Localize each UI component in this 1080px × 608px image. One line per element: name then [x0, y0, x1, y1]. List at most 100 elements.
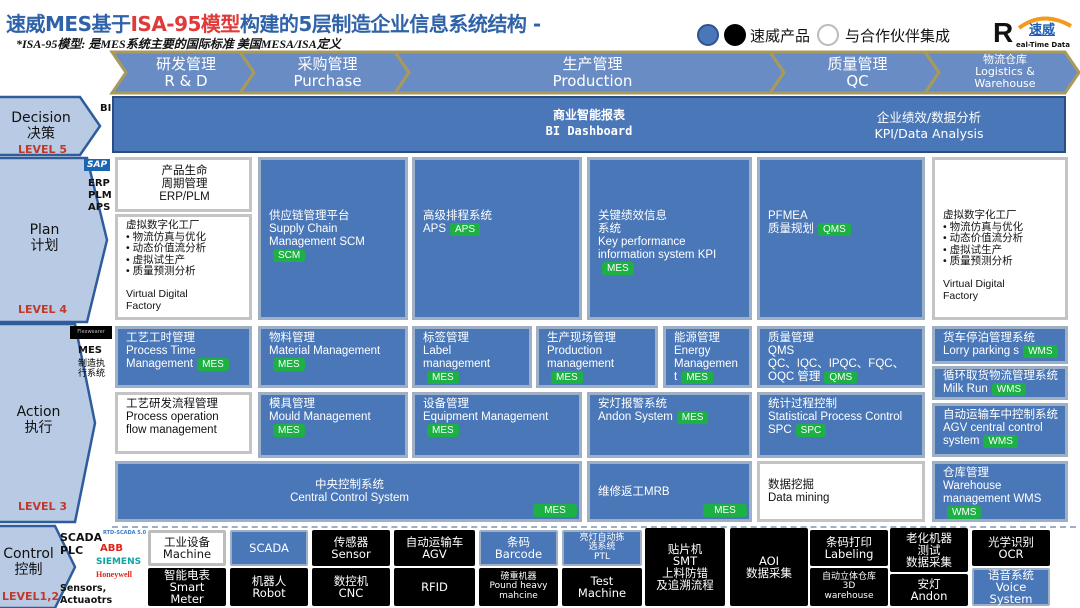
- module-text: 中央控制系统 Central Control System: [290, 479, 409, 504]
- module-card[interactable]: 物料管理 Material ManagementMES: [258, 326, 408, 388]
- control-device[interactable]: 安灯 Andon: [890, 574, 968, 606]
- module-card[interactable]: 自动运输车中控制系统 AGV central control system WMS: [932, 403, 1068, 457]
- module-card[interactable]: PFMEA 质量规划 QMS: [757, 157, 925, 320]
- process-en: R & D: [164, 71, 208, 90]
- module-card[interactable]: 工艺研发流程管理 Process operation flow manageme…: [115, 392, 252, 454]
- module-card[interactable]: 维修返工MRB MES: [587, 461, 752, 522]
- module-card[interactable]: 虚拟数字化工厂 • 物流仿真与优化 • 动态价值流分析 • 虚拟试生产 • 质量…: [932, 157, 1068, 320]
- module-card[interactable]: 数据挖掘 Data mining: [757, 461, 925, 522]
- control-device[interactable]: 传感器 Sensor: [312, 530, 390, 566]
- control-device[interactable]: 亮灯自动拣 选系统 PTL: [562, 530, 642, 566]
- control-device[interactable]: 磅重机器 Pound heavy mahcine: [479, 568, 558, 606]
- control-device[interactable]: 数控机 CNC: [312, 568, 390, 606]
- process-label-logistics[interactable]: 物流仓库 Logistics & Warehouse: [935, 53, 1075, 90]
- logo-arc-icon: [1017, 16, 1072, 30]
- decision-bar[interactable]: 商业智能报表 BI Dashboard 企业绩效/数据分析 KPI/Data A…: [112, 96, 1066, 153]
- module-badge: QMS: [824, 370, 858, 384]
- module-card[interactable]: 高级排程系统 APS APS: [412, 157, 582, 320]
- module-badge: MES: [703, 504, 747, 517]
- logo-letter: R: [993, 17, 1014, 48]
- title-part1: 速威MES基于: [6, 12, 131, 36]
- module-badge: WMS: [983, 434, 1018, 448]
- bi-label: BI: [100, 103, 112, 114]
- process-label-production[interactable]: 生产管理 Production: [405, 56, 780, 89]
- module-text: 标签管理 Label management: [423, 332, 491, 370]
- module-badge: MES: [427, 370, 459, 384]
- control-device[interactable]: 条码 Barcode: [479, 530, 558, 566]
- control-device[interactable]: 自动运输车 AGV: [394, 530, 475, 566]
- process-en: Production: [552, 71, 633, 90]
- legend-black-dot-icon: [724, 24, 746, 46]
- process-label-purchase[interactable]: 采购管理 Purchase: [250, 56, 405, 89]
- level-cn: 计划: [30, 238, 59, 255]
- module-badge: MES: [551, 370, 583, 384]
- process-label-rd[interactable]: 研发管理 R & D: [122, 56, 250, 89]
- module-text: 物料管理 Material Management: [269, 332, 381, 357]
- scada-plc-label: SCADA PLC: [60, 531, 103, 557]
- module-card[interactable]: 货车停泊管理系统 Lorry parking s WMS: [932, 326, 1068, 364]
- module-badge: MES: [427, 423, 459, 437]
- process-cn: 质量管理: [827, 55, 888, 73]
- module-text: 能源管理 Energy Managemen t: [674, 332, 738, 383]
- module-card[interactable]: 质量管理 QMS QC、IQC、IPQC、FQC、 OQC 管理 QMS: [757, 326, 925, 388]
- title-highlight: ISA-95模型: [130, 12, 240, 36]
- module-card[interactable]: 仓库管理 Warehouse management WMSWMS: [932, 461, 1068, 522]
- module-text: 工艺工时管理 Process Time Management: [126, 332, 196, 370]
- level-cn: 执行: [24, 420, 53, 437]
- module-card[interactable]: 生产现场管理 Production managementMES: [536, 326, 658, 388]
- bi-dashboard-en: BI Dashboard: [545, 123, 633, 138]
- module-card[interactable]: 供应链管理平台 Supply Chain Management SCMSCM: [258, 157, 408, 320]
- abb-logo: ABB: [100, 543, 123, 554]
- module-text: 产品生命 周期管理 ERP/PLM: [159, 165, 210, 203]
- level-en: Control: [3, 546, 54, 562]
- module-badge: SCM: [273, 248, 306, 262]
- legend-partner-label: 与合作伙伴集成: [845, 27, 951, 45]
- control-device[interactable]: 自动立体仓库 3D warehouse: [810, 568, 888, 606]
- control-device[interactable]: RFID: [394, 568, 475, 606]
- module-text: 设备管理 Equipment Management: [423, 398, 549, 423]
- level-control: Control 控制: [0, 546, 57, 578]
- module-text: 虚拟数字化工厂 • 物流仿真与优化 • 动态价值流分析 • 虚拟试生产 • 质量…: [126, 219, 207, 312]
- control-device[interactable]: SCADA: [230, 530, 308, 566]
- level-number: LEVEL 3: [18, 500, 68, 513]
- logo-en: eal-Time Data: [1016, 41, 1071, 49]
- control-divider: [112, 526, 1076, 528]
- module-card[interactable]: 虚拟数字化工厂 • 物流仿真与优化 • 动态价值流分析 • 虚拟试生产 • 质量…: [115, 214, 252, 320]
- module-badge: WMS: [1023, 344, 1058, 358]
- subtitle: *ISA-95模型: 是MES系统主要的国际标准 美国MESA/ISA定义: [16, 37, 341, 51]
- control-device[interactable]: 贴片机 SMT 上料防错 及追溯流程: [645, 528, 725, 606]
- control-device[interactable]: Test Machine: [562, 568, 642, 606]
- module-text: 高级排程系统 APS: [423, 210, 492, 235]
- control-device[interactable]: 光学识别 OCR: [972, 530, 1050, 566]
- process-cn: 研发管理: [155, 55, 216, 73]
- process-label-qc[interactable]: 质量管理 QC: [780, 56, 935, 89]
- level-chevron-decision: [0, 95, 102, 157]
- module-badge: MES: [273, 423, 305, 437]
- control-device[interactable]: 工业设备 Machine: [148, 530, 226, 566]
- control-device[interactable]: AOI 数据采集: [730, 528, 808, 606]
- module-card[interactable]: 产品生命 周期管理 ERP/PLM: [115, 157, 252, 212]
- control-device[interactable]: 老化机器 测试 数据采集: [890, 528, 968, 572]
- module-card[interactable]: 统计过程控制 Statistical Process Control SPC SP…: [757, 392, 925, 458]
- module-card[interactable]: 能源管理 Energy Managemen t MES: [663, 326, 752, 388]
- module-card[interactable]: 中央控制系统 Central Control System MES: [115, 461, 582, 522]
- process-cn: 物流仓库: [983, 53, 1027, 66]
- process-chevron-logistics: [922, 50, 1080, 95]
- module-card[interactable]: 关键绩效信息 系统 Key performance information sy…: [587, 157, 752, 320]
- module-card[interactable]: 设备管理 Equipment ManagementMES: [412, 392, 582, 458]
- module-card[interactable]: 标签管理 Label managementMES: [412, 326, 532, 388]
- module-card[interactable]: 模具管理 Mould ManagementMES: [258, 392, 408, 458]
- control-device[interactable]: 语音系统 Voice System: [972, 568, 1050, 606]
- legend-own-label: 速威产品: [750, 27, 811, 45]
- control-device[interactable]: 智能电表 Smart Meter: [148, 568, 226, 606]
- module-card[interactable]: 工艺工时管理 Process Time Management MES: [115, 326, 252, 388]
- control-device[interactable]: 条码打印 Labeling: [810, 530, 888, 566]
- page-title: 速威MES基于ISA-95模型构建的5层制造企业信息系统结构 -: [6, 8, 541, 37]
- module-card[interactable]: 循环取货物流管理系统 Milk Run WMS: [932, 366, 1068, 400]
- legend-blue-dot-icon: [697, 24, 719, 46]
- module-card[interactable]: 安灯报警系统 Andon System MES: [587, 392, 752, 458]
- control-device[interactable]: 机器人 Robot: [230, 568, 308, 606]
- company-logo: R 速威 eal-Time Data: [993, 14, 1077, 50]
- module-badge: MES: [533, 504, 577, 517]
- kpi-en: KPI/Data Analysis: [874, 125, 984, 141]
